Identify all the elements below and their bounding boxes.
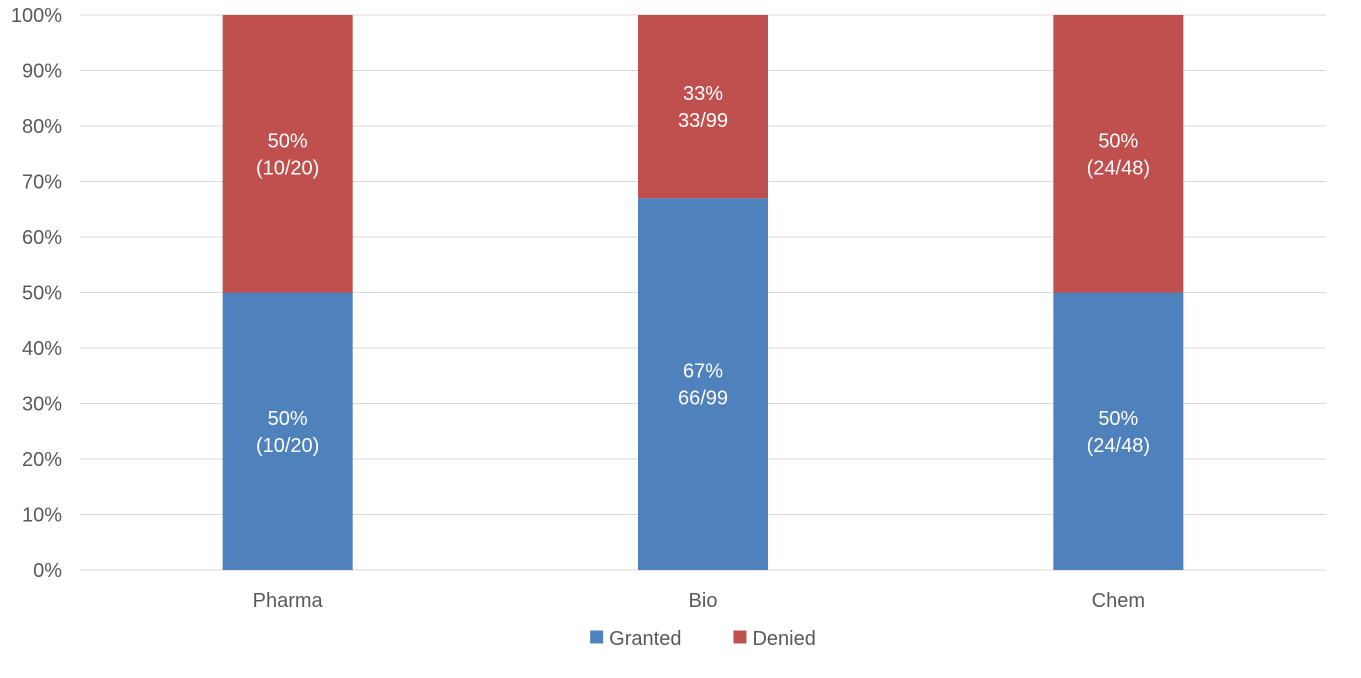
bar-denied-bio	[638, 15, 768, 199]
x-axis: Pharma Bio Chem	[253, 590, 1145, 612]
y-tick-label: 0%	[33, 560, 62, 582]
y-tick-label: 40%	[22, 338, 62, 360]
y-tick-label: 90%	[22, 61, 62, 83]
legend-label: Granted	[609, 628, 681, 650]
legend-swatch	[590, 630, 604, 644]
y-tick-label: 20%	[22, 449, 62, 471]
y-tick-label: 50%	[22, 283, 62, 305]
data-labels: 50% (10/20) 50% (10/20) 67% 66/99 33% 33/99 50% (…	[256, 83, 1150, 457]
data-label: 50%	[1098, 408, 1138, 430]
x-tick-label: Chem	[1092, 590, 1145, 612]
bar-denied-chem	[1053, 15, 1184, 293]
legend-label: Denied	[752, 628, 815, 650]
y-tick-label: 80%	[22, 116, 62, 138]
y-tick-label: 100%	[11, 5, 62, 27]
data-label: 50%	[268, 130, 308, 152]
data-label: (24/48)	[1087, 157, 1150, 179]
data-label: 50%	[268, 408, 308, 430]
x-tick-label: Bio	[689, 590, 718, 612]
y-tick-label: 60%	[22, 227, 62, 249]
y-tick-label: 10%	[22, 505, 62, 527]
legend-item-denied: Denied	[733, 628, 816, 650]
y-axis: 0% 10% 20% 30% 40% 50% 60% 70% 80% 90% 100%	[11, 5, 62, 582]
y-tick-label: 70%	[22, 172, 62, 194]
bar-granted-bio	[638, 198, 768, 570]
bar-granted-pharma	[222, 292, 353, 570]
y-tick-label: 30%	[22, 394, 62, 416]
data-label: 67%	[683, 361, 723, 383]
bar-granted-chem	[1053, 292, 1184, 570]
data-label: 33/99	[678, 110, 728, 132]
data-label: (24/48)	[1087, 435, 1150, 457]
data-label: 50%	[1098, 130, 1138, 152]
data-label: 66/99	[678, 388, 728, 410]
x-tick-label: Pharma	[253, 590, 324, 612]
data-label: 33%	[683, 83, 723, 105]
data-label: (10/20)	[256, 157, 319, 179]
bars	[222, 15, 1184, 570]
legend-item-granted: Granted	[590, 628, 681, 650]
legend-swatch	[733, 630, 747, 644]
legend: Granted Denied	[590, 628, 816, 650]
data-label: (10/20)	[256, 435, 319, 457]
bar-denied-pharma	[222, 15, 353, 293]
